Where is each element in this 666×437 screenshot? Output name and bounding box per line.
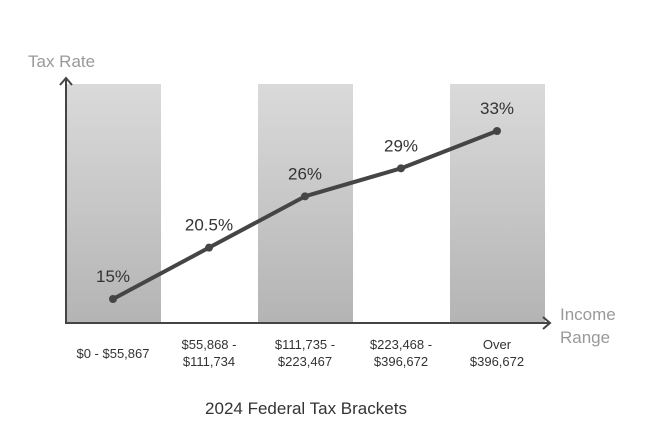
data-label: 26% [288, 164, 322, 183]
x-tick-label: $55,868 - [182, 337, 237, 352]
data-point [205, 243, 213, 252]
x-tick-label: $111,735 - [275, 337, 335, 352]
x-axis-arrow-icon [542, 316, 552, 330]
data-label: 15% [96, 267, 130, 286]
category-band [258, 84, 353, 322]
x-tick-label: $111,734 [183, 354, 235, 369]
data-point [109, 295, 117, 303]
data-point [397, 164, 405, 173]
chart-title: 2024 Federal Tax Brackets [205, 399, 407, 418]
data-point [301, 192, 309, 201]
category-band [66, 84, 161, 322]
data-label: 20.5% [185, 216, 233, 235]
x-tick-label: $396,672 [374, 354, 428, 369]
x-tick-label: Over [483, 337, 512, 352]
x-tick-label: $223,468 - [370, 337, 432, 352]
x-axis-label-line1: Income [560, 305, 616, 324]
data-label: 29% [384, 136, 418, 155]
category-band [450, 84, 545, 322]
x-tick-label: $0 - $55,867 [76, 346, 149, 361]
x-axis-label-line2: Range [560, 328, 610, 347]
x-tick-label: $223,467 [278, 354, 332, 369]
data-point [493, 127, 501, 136]
x-tick-label: $396,672 [470, 354, 524, 369]
y-axis-label: Tax Rate [28, 52, 95, 71]
y-axis-arrow-icon [59, 76, 73, 86]
data-label: 33% [480, 99, 514, 118]
